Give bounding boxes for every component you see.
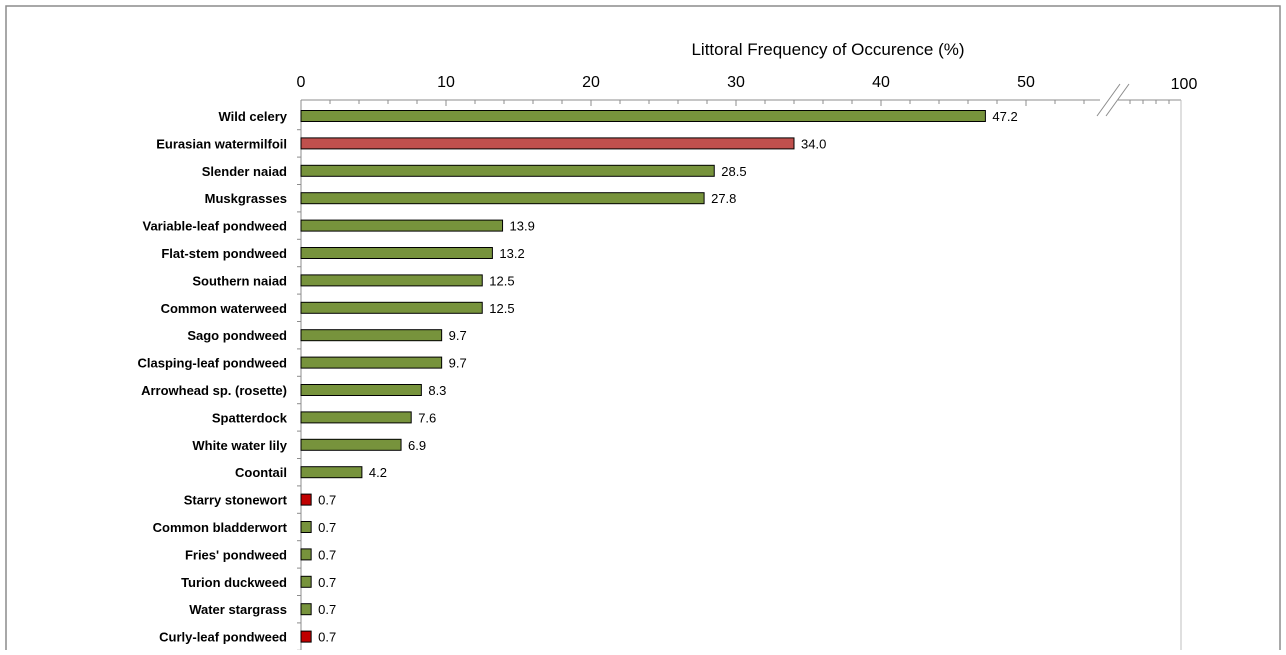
bar [300,438,402,451]
category-label: Common bladderwort [153,520,288,535]
x-tick-label: 50 [1017,74,1035,91]
value-label: 6.9 [408,438,426,453]
value-label: 0.7 [318,547,336,562]
category-label: Fries' pondweed [185,547,287,562]
bar [300,274,483,287]
x-tick-label: 40 [872,74,890,91]
bar [300,110,986,122]
bar [300,521,312,533]
x-tick-label: 10 [437,74,455,91]
value-label: 0.7 [318,630,336,645]
bar-layer: Wild celery 47.2 Eurasian watermilfoil 34.0… [137,109,1017,645]
bar [300,384,422,396]
value-label: 0.7 [318,602,336,617]
value-label: 8.3 [428,383,446,398]
category-label: Coontail [235,465,287,480]
value-label: 12.5 [489,273,514,288]
x-tick-label: 30 [727,74,745,91]
category-label: Common waterweed [161,301,287,316]
bar [300,301,483,314]
bar [300,493,312,506]
bar [300,219,504,232]
bar [300,466,363,479]
bar [300,603,312,616]
category-label: Flat-stem pondweed [161,246,287,261]
category-label: Eurasian watermilfoil [156,136,287,151]
value-label: 27.8 [711,191,736,206]
category-label: Turion duckweed [181,575,287,590]
bar [300,630,312,643]
category-label: Muskgrasses [205,191,287,206]
category-label: Arrowhead sp. (rosette) [141,383,287,398]
axis-break-mark [1105,83,1130,117]
bar [300,164,715,177]
category-label: Starry stonewort [184,493,288,508]
value-label: 4.2 [369,465,387,480]
category-label: Sago pondweed [187,328,287,343]
bar [300,575,312,588]
bar [300,548,312,561]
category-label: Spatterdock [212,410,288,425]
value-label: 0.7 [318,493,336,508]
value-label: 0.7 [318,520,336,535]
x-tick-label: 100 [1171,76,1198,93]
axis-break-mark [1096,83,1121,117]
value-label: 7.6 [418,410,436,425]
category-label: Southern naiad [192,273,287,288]
category-label: Wild celery [218,109,287,124]
bar [300,411,412,424]
category-label: Curly-leaf pondweed [159,630,287,645]
value-label: 9.7 [449,356,467,371]
value-label: 12.5 [489,301,514,316]
value-label: 9.7 [449,328,467,343]
bar [300,329,443,342]
value-label: 34.0 [801,136,826,151]
value-label: 28.5 [721,164,746,179]
x-tick-label: 0 [297,74,306,91]
value-label: 13.9 [510,219,535,234]
value-label: 13.2 [499,246,524,261]
category-label: White water lily [192,438,287,453]
value-label: 47.2 [992,109,1017,124]
category-label: Slender naiad [202,164,287,179]
bar [300,192,705,205]
category-label: Variable-leaf pondweed [143,219,288,234]
bar [300,137,795,150]
x-tick-label: 20 [582,74,600,91]
bar [300,247,493,259]
value-label: 0.7 [318,575,336,590]
category-label: Water stargrass [189,602,287,617]
category-label: Clasping-leaf pondweed [137,356,287,371]
bar [300,356,443,369]
axis-title: Littoral Frequency of Occurence (%) [691,40,964,59]
